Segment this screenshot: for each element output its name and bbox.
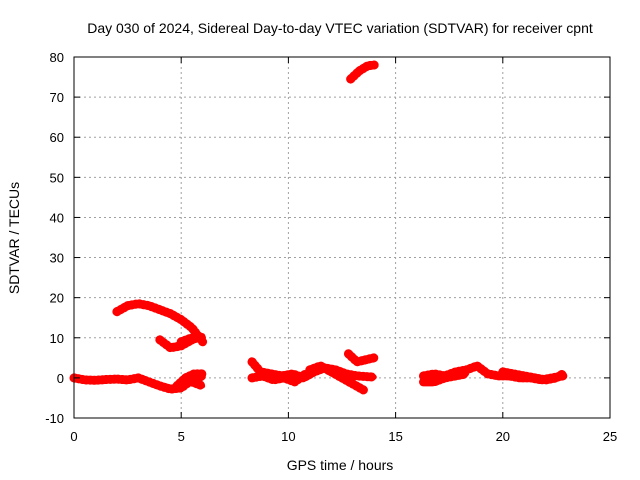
data-point	[350, 381, 356, 387]
y-axis-label: SDTVAR / TECUs	[6, 182, 22, 294]
data-point	[500, 369, 506, 375]
data-point	[135, 301, 141, 307]
x-tick-label: 25	[603, 429, 617, 444]
data-point	[146, 379, 152, 385]
data-series	[69, 60, 568, 395]
data-point	[371, 374, 377, 380]
data-point	[290, 371, 296, 377]
axis-ticks	[73, 56, 611, 419]
data-point	[453, 373, 459, 379]
data-point	[421, 379, 426, 385]
chart-title: Day 030 of 2024, Sidereal Day-to-day VTE…	[87, 20, 593, 36]
data-point	[356, 68, 362, 74]
data-point	[365, 374, 371, 380]
data-point	[200, 371, 206, 377]
data-point	[431, 371, 437, 377]
x-axis-label: GPS time / hours	[287, 457, 394, 473]
data-point	[532, 375, 538, 381]
series-trace-h-detail	[247, 369, 311, 387]
data-point	[114, 309, 120, 315]
data-point	[363, 357, 369, 363]
series-trace-k-detail	[346, 60, 379, 84]
y-tick-label: 0	[57, 371, 64, 386]
data-point	[463, 371, 469, 377]
data-point	[168, 345, 173, 351]
data-point	[348, 76, 354, 82]
y-tick-label: 30	[50, 251, 64, 266]
data-point	[371, 62, 377, 68]
data-point	[318, 363, 324, 369]
data-point	[511, 371, 516, 377]
data-point	[135, 375, 141, 381]
data-point	[200, 335, 206, 341]
data-point	[281, 375, 287, 381]
data-point	[249, 359, 255, 365]
data-point	[328, 369, 334, 375]
data-point	[354, 359, 360, 365]
data-point	[431, 379, 437, 385]
x-tick-label: 0	[70, 429, 77, 444]
data-point	[421, 373, 426, 379]
data-point	[125, 377, 131, 383]
series-trace-b-detail	[172, 369, 208, 391]
data-point	[360, 387, 366, 393]
data-point	[183, 375, 188, 381]
data-point	[292, 379, 298, 385]
x-tick-label: 10	[281, 429, 295, 444]
data-point	[189, 325, 195, 331]
data-point	[560, 371, 566, 377]
data-point	[174, 383, 180, 389]
data-point	[178, 317, 184, 323]
data-point	[339, 375, 345, 381]
data-point	[553, 375, 559, 381]
data-point	[103, 377, 109, 382]
plot-frame	[73, 56, 611, 419]
data-point	[371, 355, 377, 361]
y-tick-label: 70	[50, 90, 64, 105]
y-tick-label: 60	[50, 130, 64, 145]
data-point	[442, 375, 448, 381]
data-point	[146, 303, 152, 309]
data-point	[92, 377, 98, 383]
y-tick-label: 40	[50, 210, 64, 225]
data-point	[521, 373, 527, 379]
data-point	[354, 373, 360, 379]
data-point	[543, 377, 549, 383]
data-point	[189, 335, 195, 341]
data-point	[157, 307, 163, 313]
y-tick-label: 50	[50, 170, 64, 185]
data-point	[157, 383, 163, 389]
data-point	[249, 375, 255, 381]
data-point	[157, 337, 163, 343]
data-point	[168, 386, 173, 392]
tick-labels: 0 5 10 15 20 25 -10 0 10 20 30 40 50 60 70 80	[45, 50, 617, 444]
data-point	[365, 63, 371, 69]
x-tick-label: 5	[178, 429, 185, 444]
data-point	[168, 311, 173, 317]
y-tick-label: -10	[45, 411, 64, 426]
data-point	[485, 371, 491, 377]
data-point	[82, 377, 88, 383]
data-point	[270, 377, 276, 383]
data-point	[191, 371, 197, 377]
y-tick-label: 80	[50, 50, 64, 65]
data-point	[178, 339, 184, 345]
data-point	[474, 363, 480, 369]
data-point	[125, 303, 131, 309]
data-point	[345, 351, 351, 357]
data-point	[260, 373, 266, 379]
data-point	[189, 379, 195, 385]
y-tick-label: 20	[50, 291, 64, 306]
x-tick-label: 15	[388, 429, 402, 444]
x-tick-label: 20	[496, 429, 510, 444]
y-tick-label: 10	[50, 331, 64, 346]
data-point	[114, 376, 120, 382]
data-point	[307, 367, 313, 373]
series-trace-j-detail	[343, 349, 379, 367]
data-point	[200, 383, 206, 389]
